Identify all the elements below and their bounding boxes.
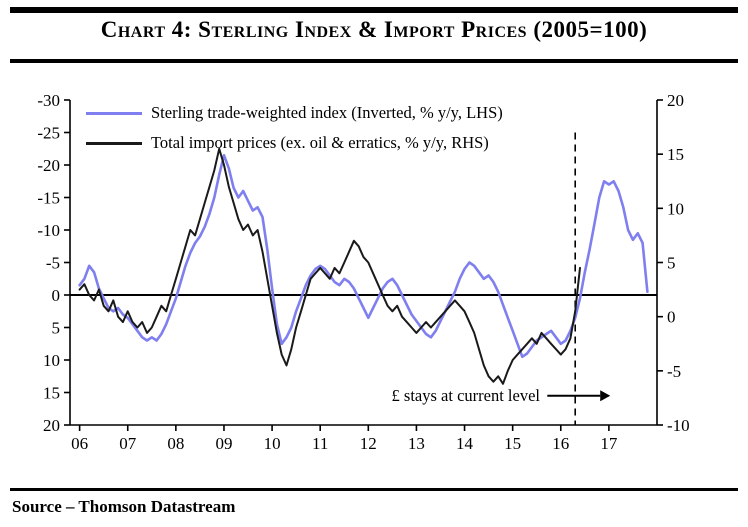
sterling-twi-line xyxy=(78,154,649,359)
x-tick-label: 13 xyxy=(408,434,425,453)
legend-item-import-prices: Total import prices (ex. oil & erratics,… xyxy=(86,128,503,158)
chart-canvas: £ stays at current level -30 -25 -20 -15 -10… xyxy=(37,91,690,453)
top-rule xyxy=(10,7,738,13)
title-rule xyxy=(10,59,738,63)
sterling-line-swatch xyxy=(86,111,142,115)
legend-label-import-prices: Total import prices (ex. oil & erratics,… xyxy=(151,133,489,152)
bottom-rule xyxy=(10,488,738,491)
lhs-tick-label: -25 xyxy=(37,124,60,143)
rhs-tick-label: 5 xyxy=(667,254,676,273)
x-tick-label: 08 xyxy=(167,434,184,453)
x-tick-label: 15 xyxy=(504,434,521,453)
lhs-tick-label: -15 xyxy=(37,189,60,208)
annotation-text: £ stays at current level xyxy=(392,386,541,405)
lhs-tick-label: -5 xyxy=(46,254,60,273)
rhs-tick-label: -10 xyxy=(667,416,690,435)
import-prices-line-swatch xyxy=(86,141,142,145)
x-tick-label: 09 xyxy=(215,434,232,453)
x-tick-label: 17 xyxy=(600,434,618,453)
rhs-tick-label: -5 xyxy=(667,362,681,381)
lhs-tick-label: 0 xyxy=(52,286,61,305)
x-tick-label: 14 xyxy=(456,434,474,453)
lhs-tick-label: 15 xyxy=(43,384,60,403)
rhs-tick-label: 15 xyxy=(667,145,684,164)
legend-label-sterling: Sterling trade-weighted index (Inverted,… xyxy=(151,103,503,122)
rhs-tick-label: 20 xyxy=(667,91,684,110)
lhs-tick-label: 20 xyxy=(43,416,60,435)
annotation-arrow-head xyxy=(600,390,611,402)
x-tick-label: 11 xyxy=(312,434,328,453)
lhs-tick-label: 10 xyxy=(43,351,60,370)
x-tick-label: 07 xyxy=(119,434,137,453)
lhs-tick-label: 5 xyxy=(52,319,61,338)
legend: Sterling trade-weighted index (Inverted,… xyxy=(86,98,503,158)
x-tick-label: 06 xyxy=(71,434,88,453)
legend-item-sterling: Sterling trade-weighted index (Inverted,… xyxy=(86,98,503,128)
import-prices-line xyxy=(78,147,581,385)
lhs-tick-label: -30 xyxy=(37,91,60,110)
lhs-tick-label: -20 xyxy=(37,156,60,175)
x-tick-label: 12 xyxy=(360,434,377,453)
source-text: Source – Thomson Datastream xyxy=(12,497,236,516)
x-tick-label: 16 xyxy=(552,434,569,453)
chart-title: Chart 4: Sterling Index & Import Prices … xyxy=(100,17,648,42)
x-tick-label: 10 xyxy=(264,434,281,453)
lhs-tick-label: -10 xyxy=(37,221,60,240)
rhs-tick-label: 10 xyxy=(667,199,684,218)
rhs-tick-label: 0 xyxy=(667,308,676,327)
